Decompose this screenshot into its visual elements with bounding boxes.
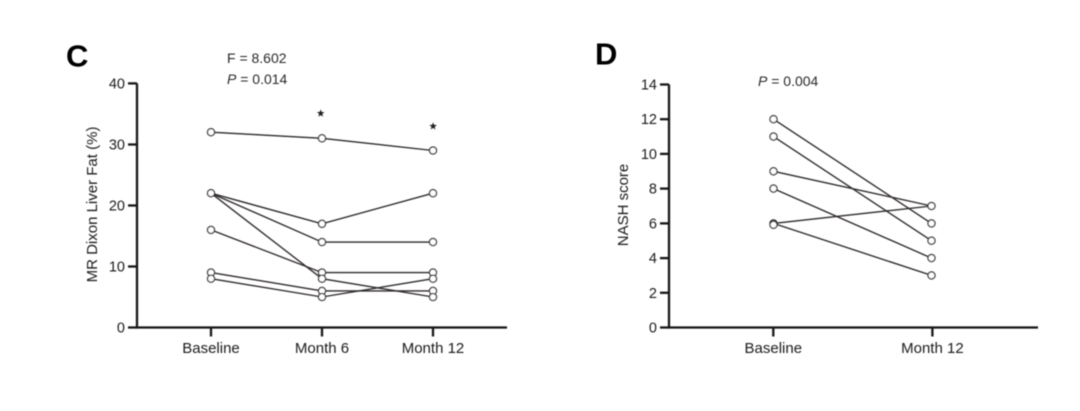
svg-text:2: 2 xyxy=(649,286,657,302)
svg-text:14: 14 xyxy=(641,78,657,94)
svg-text:P = 0.004: P = 0.004 xyxy=(758,73,819,89)
svg-text:Baseline: Baseline xyxy=(182,340,240,357)
svg-text:40: 40 xyxy=(109,76,125,92)
svg-text:P = 0.014: P = 0.014 xyxy=(227,71,288,87)
svg-text:8: 8 xyxy=(649,182,657,198)
svg-text:Month 6: Month 6 xyxy=(295,340,349,357)
svg-text:10: 10 xyxy=(641,147,657,163)
svg-text:10: 10 xyxy=(109,260,125,276)
svg-text:NASH score: NASH score xyxy=(615,164,632,247)
svg-text:12: 12 xyxy=(641,112,657,128)
svg-text:0: 0 xyxy=(117,321,125,337)
svg-text:30: 30 xyxy=(109,138,125,154)
svg-text:F = 8.602: F = 8.602 xyxy=(227,50,287,66)
svg-text:C: C xyxy=(66,39,88,74)
svg-text:Month 12: Month 12 xyxy=(402,340,465,357)
svg-text:6: 6 xyxy=(649,216,657,232)
svg-text:D: D xyxy=(595,37,617,72)
svg-text:4: 4 xyxy=(649,251,657,267)
svg-text:Month 12: Month 12 xyxy=(901,340,964,357)
svg-text:0: 0 xyxy=(649,321,657,337)
svg-text:MR Dixon Liver Fat (%): MR Dixon Liver Fat (%) xyxy=(84,127,101,283)
svg-text:20: 20 xyxy=(109,199,125,215)
svg-text:Baseline: Baseline xyxy=(745,340,803,357)
